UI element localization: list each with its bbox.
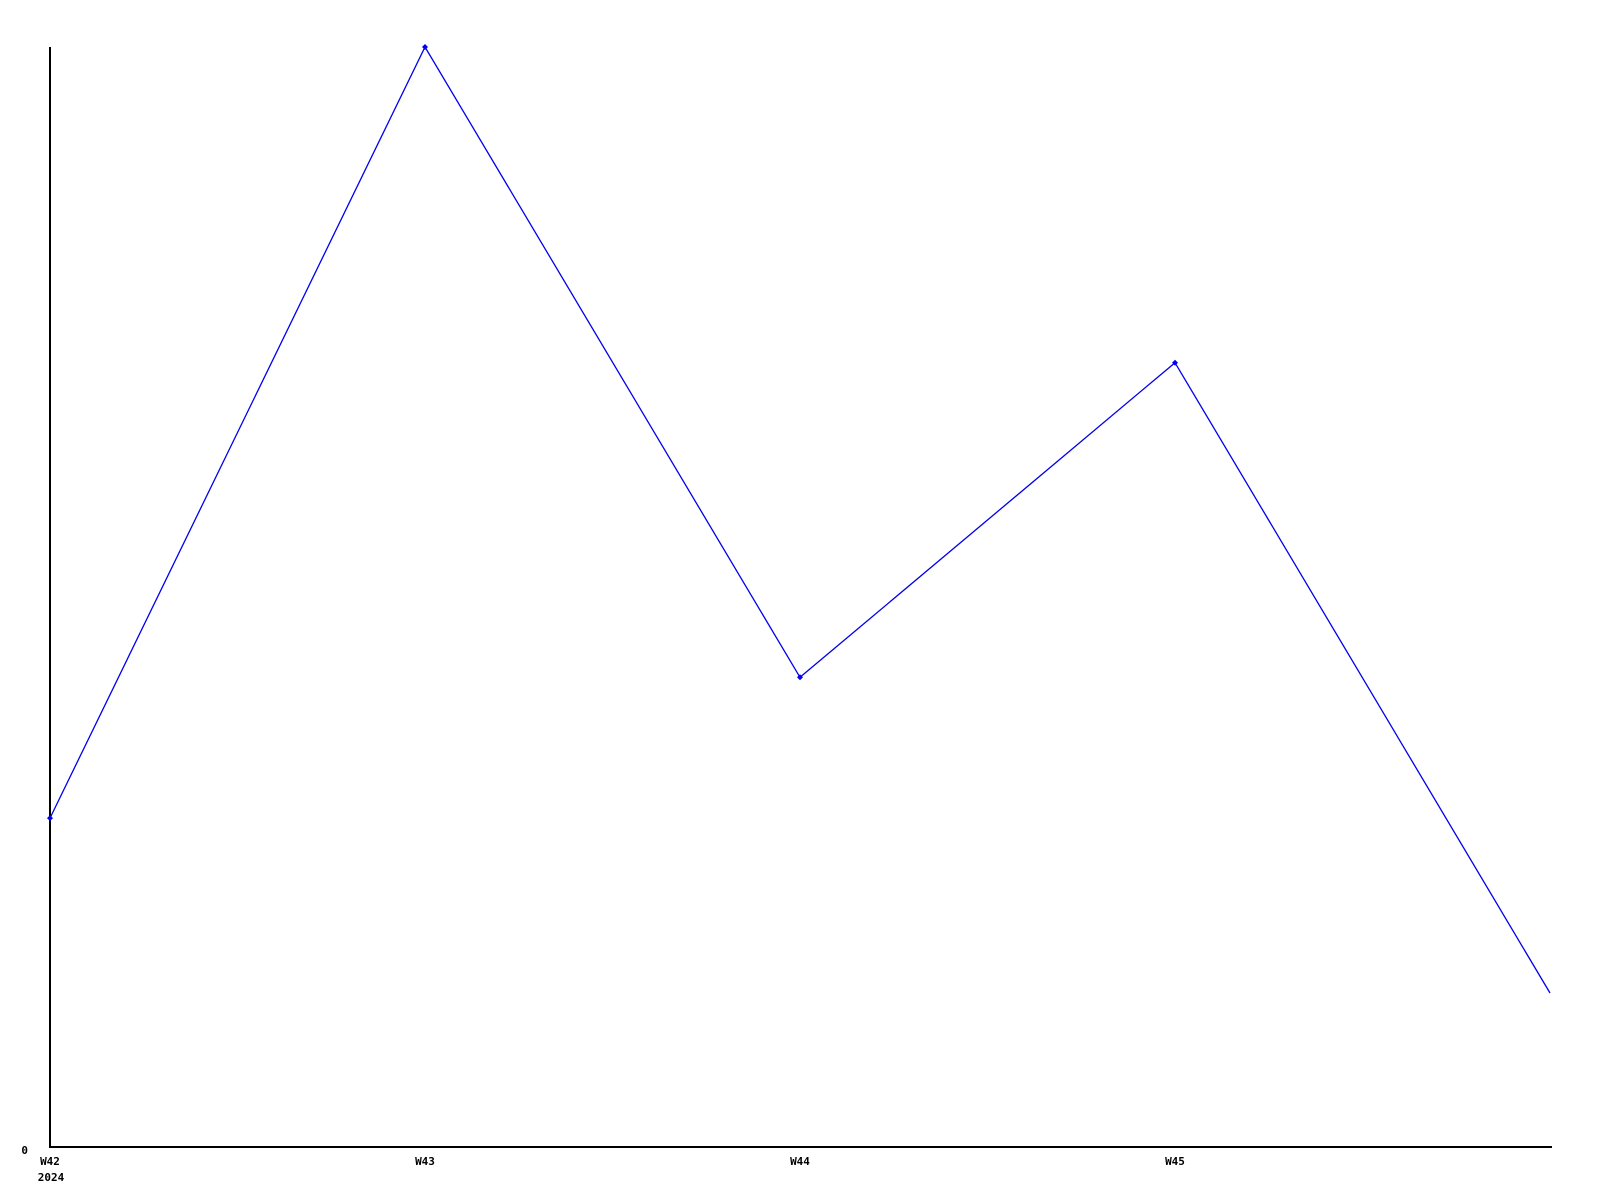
x-tick-label-w45: W45 [1165,1155,1185,1168]
x-tick-label-w42: W42 [40,1155,60,1168]
series-line [49,45,1551,994]
data-point-marker [797,674,803,681]
y-tick-label-zero: 0 [21,1144,28,1157]
x-tick-label-w44: W44 [790,1155,810,1168]
data-point-marker [422,44,428,50]
x-axis-year-label: 2024 [37,1171,65,1184]
x-tick-label-w43: W43 [415,1155,435,1168]
data-series [47,44,1551,994]
data-point-marker [47,815,53,822]
data-point-marker [1172,359,1178,366]
